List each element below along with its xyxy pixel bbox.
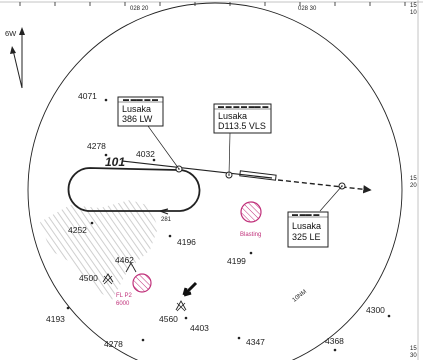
latitude-label-3a: 15 (410, 346, 417, 352)
navaid-box-vls[interactable]: ▬ ▬ ▬ ▬ ▬▬ ▬ Lusaka D113.5 VLS (213, 103, 272, 134)
elevation-4032: 4032 (136, 149, 155, 159)
elevation-4193: 4193 (46, 314, 65, 324)
elevation-4199: 4199 (227, 256, 246, 266)
obstacle-icon (102, 262, 187, 311)
latitude-label-2b: 20 (410, 183, 417, 189)
navaid-le-name: Lusaka (292, 221, 321, 231)
variation-label: 6W (5, 29, 17, 38)
inbound-course-label: 101 (105, 155, 125, 169)
terrain-area (40, 200, 158, 300)
latitude-label-1b: 10 (410, 10, 417, 16)
elevation-4252: 4252 (68, 225, 87, 235)
longitude-label-2: 028 30 (298, 6, 317, 12)
longitude-label-1: 028 20 (130, 6, 149, 12)
spot-elevations (66, 98, 391, 352)
wind-arrow-icon (182, 281, 198, 297)
missed-approach-track (277, 179, 372, 194)
navaid-box-le[interactable]: ▬ ▬▬ ▬ Lusaka 325 LE (287, 211, 329, 248)
navaid-vls-name: Lusaka (218, 111, 247, 121)
le-leader-line (319, 185, 343, 212)
inbound-track (121, 160, 273, 179)
range-ring (27, 2, 403, 360)
elevation-4368: 4368 (325, 336, 344, 346)
lw-leader-line (147, 125, 180, 170)
navaid-vls-detail: D113.5 VLS (218, 121, 266, 131)
restricted-label-1: FL P2 (116, 293, 132, 299)
navaid-box-lw-morse: ▬ ▬▬ ▬ ▬ (123, 97, 158, 103)
elevation-4278-south: 4278 (104, 339, 123, 349)
vls-leader-line (228, 132, 231, 176)
outbound-course-label: 281 (161, 217, 172, 223)
elevation-4500: 4500 (79, 273, 98, 283)
range-ring-label: 10NM (292, 289, 308, 304)
latitude-label-1a: 15 (410, 3, 417, 9)
right-graticule: 15 10 15 20 15 30 (410, 0, 419, 360)
elevation-4403: 4403 (190, 323, 209, 333)
tower-icon (103, 275, 186, 312)
navaid-lw-detail: 386 LW (122, 114, 153, 124)
elevation-4462: 4462 (115, 255, 134, 265)
holding-pattern (67, 167, 201, 215)
blasting-label: Blasting (240, 232, 261, 238)
latitude-label-2a: 15 (410, 176, 417, 182)
restricted-label-2: 6000 (116, 301, 130, 307)
blasting-area-icon (240, 201, 262, 223)
navaid-lw-name: Lusaka (122, 104, 151, 114)
elevation-4071: 4071 (78, 91, 97, 101)
elevation-4347: 4347 (246, 337, 265, 347)
elevation-4278-north: 4278 (87, 141, 106, 151)
elevation-4196: 4196 (177, 237, 196, 247)
elevation-4560: 4560 (159, 314, 178, 324)
navaid-le-detail: 325 LE (292, 232, 321, 242)
top-graticule: 028 20 028 30 (0, 1, 423, 12)
navaid-box-le-morse: ▬ ▬▬ ▬ (292, 212, 319, 218)
restricted-area-icon (132, 273, 152, 293)
navaid-box-lw[interactable]: ▬ ▬▬ ▬ ▬ Lusaka 386 LW (117, 96, 164, 127)
latitude-label-3b: 30 (410, 353, 417, 359)
track-segment-box (239, 170, 277, 181)
elevation-4300: 4300 (366, 305, 385, 315)
variation-arrows-icon (10, 27, 25, 89)
navaid-box-vls-morse: ▬ ▬ ▬ ▬ ▬▬ ▬ (218, 104, 268, 110)
